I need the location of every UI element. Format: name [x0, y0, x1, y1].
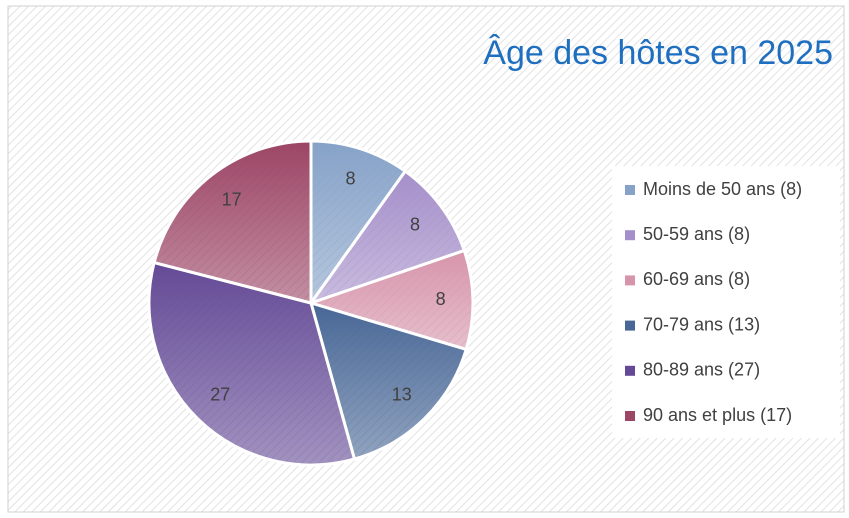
legend-marker [625, 411, 635, 421]
legend-marker [625, 185, 635, 195]
data-label: 17 [222, 189, 242, 209]
data-label: 8 [346, 168, 356, 188]
legend-marker [625, 320, 635, 331]
data-label: 13 [392, 384, 412, 404]
legend-label: 90 ans et plus (17) [643, 405, 792, 425]
data-label: 8 [436, 289, 446, 309]
pie-slice [147, 260, 357, 467]
pie-slice [152, 139, 313, 305]
legend-label: 80-89 ans (27) [643, 360, 760, 380]
legend-marker [625, 230, 635, 241]
legend-marker [625, 275, 635, 286]
pie-slice [307, 169, 467, 306]
pie-slice [308, 300, 469, 461]
pie-slice [309, 139, 408, 308]
legend-marker [625, 365, 635, 376]
legend-box [612, 166, 840, 438]
pie-slice [306, 248, 475, 352]
data-label: 8 [410, 214, 420, 234]
data-label: 27 [210, 384, 230, 404]
legend-label: Moins de 50 ans (8) [643, 179, 802, 199]
chart-title: Âge des hôtes en 2025 [483, 34, 833, 72]
legend-label: 70-79 ans (13) [643, 314, 760, 334]
legend-label: 50-59 ans (8) [643, 224, 750, 244]
legend-label: 60-69 ans (8) [643, 269, 750, 289]
